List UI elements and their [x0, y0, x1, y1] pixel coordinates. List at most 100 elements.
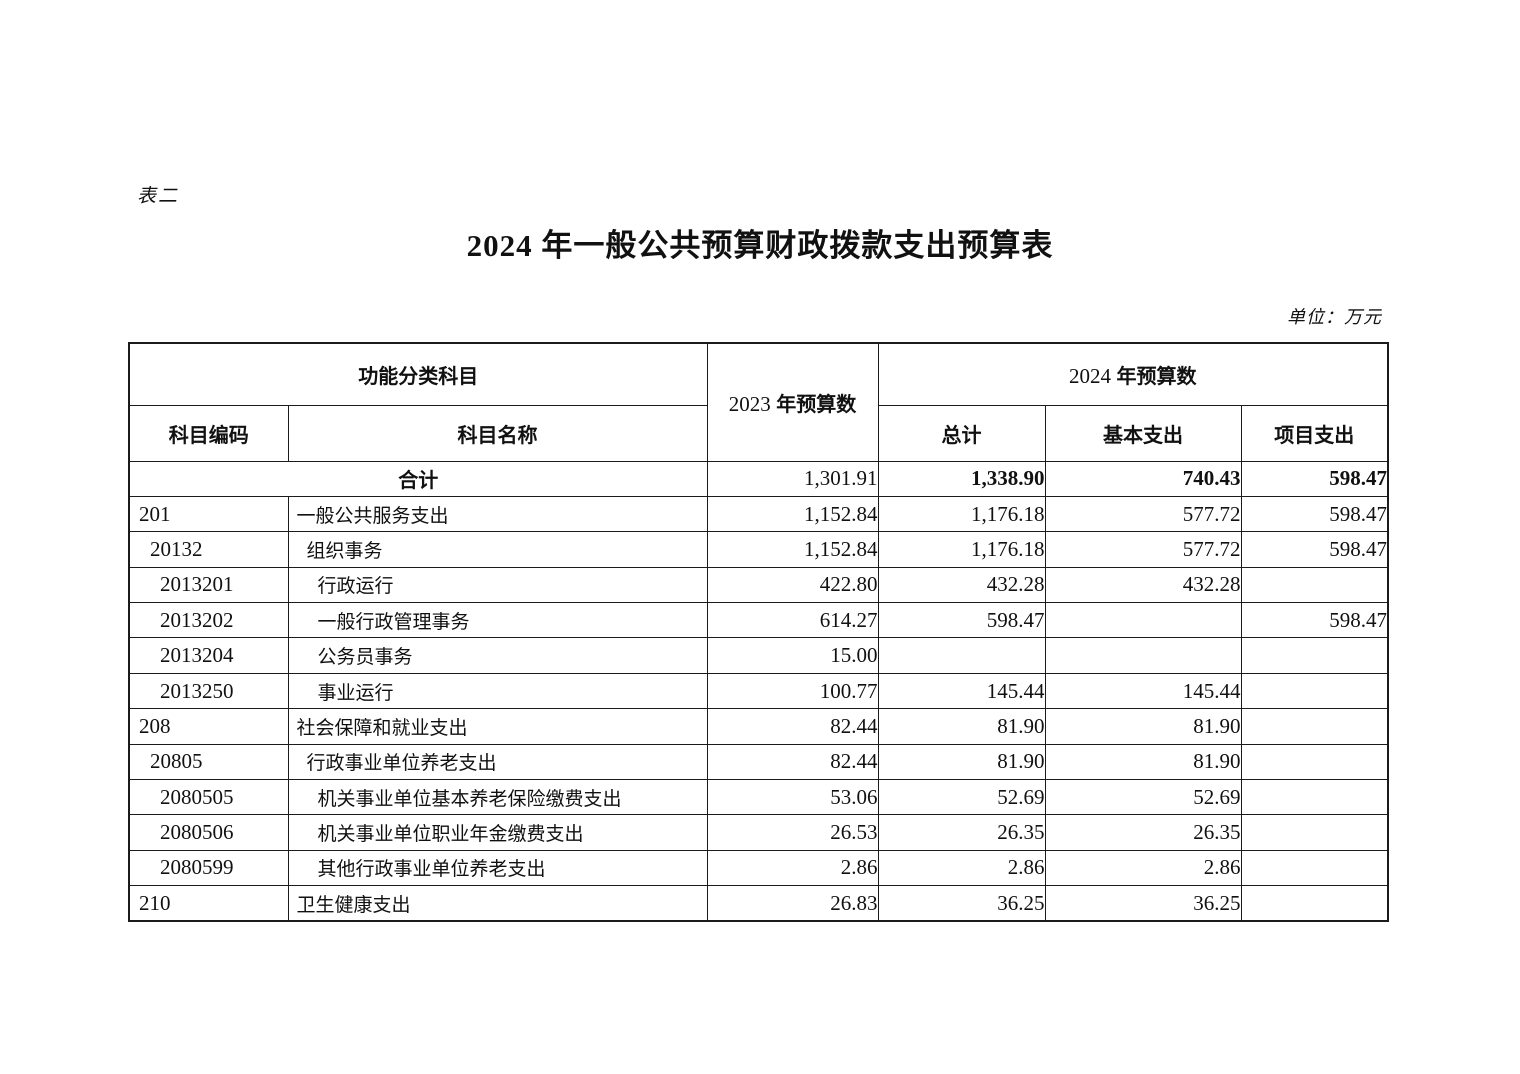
table-row: 2013202 一般行政管理事务 614.27 598.47 598.47 — [128, 602, 1389, 639]
total-2024-cell: 598.47 — [877, 602, 1046, 639]
subject-name-cell: 组织事务 — [287, 531, 708, 568]
header-subject-name: 科目名称 — [287, 404, 708, 462]
project-expenditure-cell — [1240, 849, 1389, 887]
basic-expenditure-cell: 577.72 — [1044, 495, 1242, 533]
table-row: 2013204 公务员事务 15.00 — [128, 637, 1389, 674]
table-row: 2080505 机关事业单位基本养老保险缴费支出 53.06 52.69 52.69 — [128, 779, 1389, 816]
project-expenditure-cell — [1240, 566, 1389, 604]
basic-expenditure-cell — [1044, 637, 1242, 674]
total-2024-cell: 1,176.18 — [877, 531, 1046, 568]
subject-name-cell: 行政事业单位养老支出 — [287, 743, 708, 781]
project-expenditure-cell: 598.47 — [1240, 602, 1389, 639]
total-2024-cell: 52.69 — [877, 779, 1046, 816]
total-2024-cell: 81.90 — [877, 708, 1046, 745]
basic-expenditure-cell: 577.72 — [1044, 531, 1242, 568]
budget-2023-cell: 26.83 — [706, 885, 879, 922]
header-basic-expenditure: 基本支出 — [1044, 404, 1242, 462]
sheet-label: 表二 — [137, 186, 180, 207]
subject-code-cell: 208 — [128, 708, 289, 745]
budget-2023-cell: 1,152.84 — [706, 495, 879, 533]
basic-expenditure-cell: 432.28 — [1044, 566, 1242, 604]
grand-total-label: 合计 — [128, 460, 708, 497]
subject-name-cell: 一般公共服务支出 — [287, 495, 708, 533]
project-expenditure-cell — [1240, 814, 1389, 851]
budget-2023-cell: 422.80 — [706, 566, 879, 604]
table-row: 合计 1,301.91 1,338.90 740.43 598.47 — [128, 460, 1389, 497]
unit-label: 单位：万元 — [1287, 307, 1382, 327]
table-row: 2080506 机关事业单位职业年金缴费支出 26.53 26.35 26.35 — [128, 814, 1389, 851]
total-2024-cell: 432.28 — [877, 566, 1046, 604]
subject-code-cell: 20805 — [128, 743, 289, 781]
budget-table: 功能分类科目 2023 年预算数 2024 年预算数 科目编码 科目名称 总计 … — [128, 342, 1390, 923]
total-2024-cell: 1,176.18 — [877, 495, 1046, 533]
subject-code-cell: 201 — [128, 495, 289, 533]
basic-expenditure-cell: 740.43 — [1044, 460, 1242, 497]
subject-code-cell: 2080506 — [128, 814, 289, 851]
subject-name-cell: 卫生健康支出 — [287, 885, 708, 922]
project-expenditure-cell: 598.47 — [1240, 495, 1389, 533]
budget-2023-cell: 1,301.91 — [706, 460, 879, 497]
table-header: 功能分类科目 2023 年预算数 2024 年预算数 科目编码 科目名称 总计 … — [128, 342, 1389, 462]
budget-2023-cell: 53.06 — [706, 779, 879, 816]
project-expenditure-cell — [1240, 885, 1389, 922]
subject-name-cell: 公务员事务 — [287, 637, 708, 674]
header-budget-2023-year: 2023 — [728, 391, 771, 416]
table-row: 20805 行政事业单位养老支出 82.44 81.90 81.90 — [128, 743, 1389, 781]
project-expenditure-cell: 598.47 — [1240, 531, 1389, 568]
table-row: 2013250 事业运行 100.77 145.44 145.44 — [128, 672, 1389, 710]
header-total-2024: 总计 — [877, 404, 1046, 462]
header-project-expenditure: 项目支出 — [1240, 404, 1389, 462]
header-budget-2024: 2024 年预算数 — [877, 342, 1389, 406]
header-budget-2023-label: 年预算数 — [776, 393, 857, 416]
subject-name-cell: 事业运行 — [287, 672, 708, 710]
subject-name-cell: 机关事业单位职业年金缴费支出 — [287, 814, 708, 851]
project-expenditure-cell — [1240, 779, 1389, 816]
subject-code-cell: 2080505 — [128, 779, 289, 816]
header-row: 科目编码 科目名称 总计 基本支出 项目支出 — [128, 404, 1389, 462]
header-subject-code: 科目编码 — [128, 404, 289, 462]
subject-name-cell: 机关事业单位基本养老保险缴费支出 — [287, 779, 708, 816]
basic-expenditure-cell: 81.90 — [1044, 708, 1242, 745]
subject-code-cell: 20132 — [128, 531, 289, 568]
subject-name-cell: 一般行政管理事务 — [287, 602, 708, 639]
subject-code-cell: 2013204 — [128, 637, 289, 674]
header-row: 功能分类科目 2023 年预算数 2024 年预算数 — [128, 342, 1389, 462]
budget-2023-cell: 100.77 — [706, 672, 879, 710]
header-budget-2024-label: 年预算数 — [1116, 365, 1197, 388]
subject-code-cell: 2013202 — [128, 602, 289, 639]
basic-expenditure-cell: 81.90 — [1044, 743, 1242, 781]
table-row: 201 一般公共服务支出 1,152.84 1,176.18 577.72 598.47 — [128, 495, 1389, 533]
subject-code-cell: 2013250 — [128, 672, 289, 710]
budget-2023-cell: 26.53 — [706, 814, 879, 851]
budget-2023-cell: 2.86 — [706, 849, 879, 887]
table-row: 20132 组织事务 1,152.84 1,176.18 577.72 598.47 — [128, 531, 1389, 568]
project-expenditure-cell: 598.47 — [1240, 460, 1389, 497]
budget-2023-cell: 82.44 — [706, 708, 879, 745]
project-expenditure-cell — [1240, 708, 1389, 745]
table-row: 2080599 其他行政事业单位养老支出 2.86 2.86 2.86 — [128, 849, 1389, 887]
subject-name-cell: 行政运行 — [287, 566, 708, 604]
total-2024-cell: 36.25 — [877, 885, 1046, 922]
subject-code-cell: 210 — [128, 885, 289, 922]
project-expenditure-cell — [1240, 743, 1389, 781]
subject-name-cell: 社会保障和就业支出 — [287, 708, 708, 745]
basic-expenditure-cell — [1044, 602, 1242, 639]
total-2024-cell: 81.90 — [877, 743, 1046, 781]
header-budget-2023: 2023 年预算数 — [706, 342, 879, 462]
basic-expenditure-cell: 52.69 — [1044, 779, 1242, 816]
total-2024-cell — [877, 637, 1046, 674]
table-row: 208 社会保障和就业支出 82.44 81.90 81.90 — [128, 708, 1389, 745]
total-2024-cell: 26.35 — [877, 814, 1046, 851]
header-function-category: 功能分类科目 — [128, 342, 708, 406]
basic-expenditure-cell: 36.25 — [1044, 885, 1242, 922]
table-row: 210 卫生健康支出 26.83 36.25 36.25 — [128, 885, 1389, 922]
basic-expenditure-cell: 2.86 — [1044, 849, 1242, 887]
total-2024-cell: 2.86 — [877, 849, 1046, 887]
budget-2023-cell: 1,152.84 — [706, 531, 879, 568]
budget-2023-cell: 614.27 — [706, 602, 879, 639]
header-budget-2024-year: 2024 — [1068, 363, 1111, 388]
subject-name-cell: 其他行政事业单位养老支出 — [287, 849, 708, 887]
budget-2023-cell: 15.00 — [706, 637, 879, 674]
basic-expenditure-cell: 26.35 — [1044, 814, 1242, 851]
